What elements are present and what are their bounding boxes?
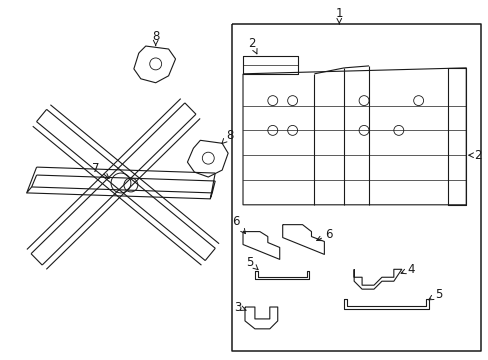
Text: 7: 7 <box>92 162 109 179</box>
Text: 8: 8 <box>152 30 159 45</box>
Text: 2: 2 <box>248 37 257 54</box>
Text: 6: 6 <box>232 215 245 234</box>
Text: 4: 4 <box>400 263 414 276</box>
Text: 3: 3 <box>234 301 245 314</box>
Text: 2: 2 <box>468 149 481 162</box>
Text: 8: 8 <box>222 129 233 144</box>
Text: 5: 5 <box>428 288 441 301</box>
Text: 6: 6 <box>316 228 332 241</box>
Text: 5: 5 <box>246 256 258 270</box>
Text: 1: 1 <box>335 7 342 24</box>
